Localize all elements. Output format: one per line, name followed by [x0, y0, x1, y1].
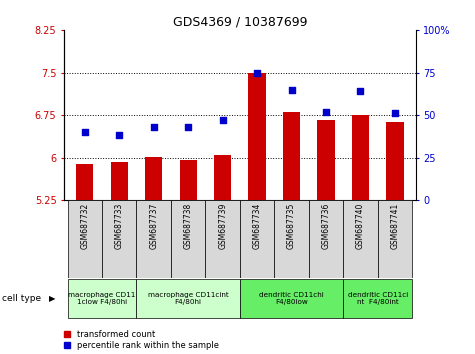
Bar	[343, 279, 412, 318]
Bar	[378, 200, 412, 278]
Point	[184, 124, 192, 130]
Bar	[136, 279, 240, 318]
Bar	[67, 279, 136, 318]
Text: dendritic CD11chi
F4/80low: dendritic CD11chi F4/80low	[259, 292, 324, 305]
Text: dendritic CD11ci
nt  F4/80int: dendritic CD11ci nt F4/80int	[348, 292, 408, 305]
Bar	[102, 200, 136, 278]
Text: GSM687740: GSM687740	[356, 202, 365, 249]
Point	[391, 110, 399, 116]
Text: cell type: cell type	[2, 294, 41, 303]
Bar	[248, 73, 266, 200]
Point	[253, 70, 261, 75]
Bar	[180, 160, 197, 200]
Point	[288, 87, 295, 92]
Text: macrophage CD11
1clow F4/80hi: macrophage CD11 1clow F4/80hi	[68, 292, 136, 305]
Text: GSM687737: GSM687737	[149, 202, 158, 249]
Text: GSM687733: GSM687733	[115, 202, 124, 249]
Bar	[283, 112, 300, 200]
Bar	[240, 279, 343, 318]
Point	[357, 88, 364, 94]
Text: GSM687735: GSM687735	[287, 202, 296, 249]
Bar	[67, 200, 102, 278]
Bar	[352, 115, 369, 200]
Point	[322, 109, 330, 114]
Point	[115, 133, 123, 138]
Bar	[386, 122, 404, 200]
Bar	[111, 162, 128, 200]
Text: GSM687732: GSM687732	[80, 202, 89, 249]
Bar	[145, 157, 162, 200]
Bar	[76, 164, 94, 200]
Bar	[317, 120, 335, 200]
Bar	[171, 200, 205, 278]
Bar	[136, 200, 171, 278]
Bar	[240, 200, 275, 278]
Point	[219, 117, 227, 123]
Bar	[205, 200, 240, 278]
Bar	[343, 200, 378, 278]
Point	[150, 124, 158, 130]
Text: GSM687741: GSM687741	[390, 202, 399, 249]
Bar	[309, 200, 343, 278]
Point	[81, 129, 89, 135]
Text: GSM687736: GSM687736	[322, 202, 331, 249]
Legend: transformed count, percentile rank within the sample: transformed count, percentile rank withi…	[64, 330, 219, 350]
Text: GSM687734: GSM687734	[253, 202, 262, 249]
Text: GDS4369 / 10387699: GDS4369 / 10387699	[172, 15, 307, 28]
Text: GSM687739: GSM687739	[218, 202, 227, 249]
Text: ▶: ▶	[49, 294, 56, 303]
Text: macrophage CD11cint
F4/80hi: macrophage CD11cint F4/80hi	[148, 292, 228, 305]
Text: GSM687738: GSM687738	[184, 202, 193, 249]
Bar	[275, 200, 309, 278]
Bar	[214, 155, 231, 200]
